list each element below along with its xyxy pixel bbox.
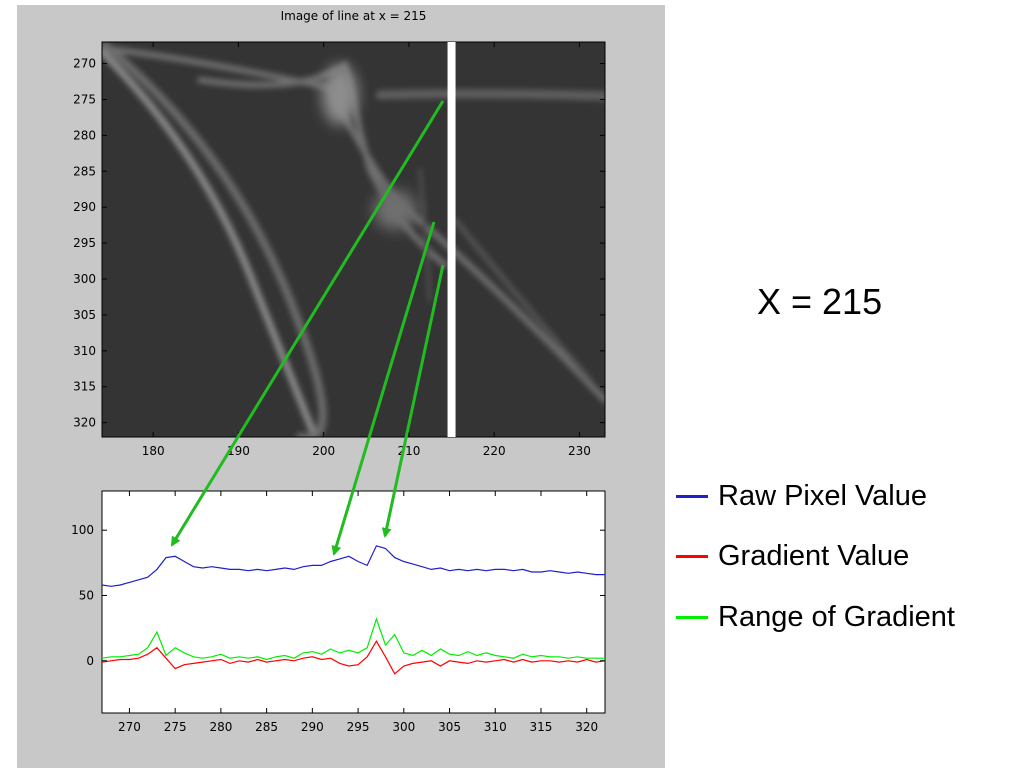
heatmap-ytick-label: 270 — [73, 57, 96, 71]
line-xtick-label: 320 — [575, 720, 598, 734]
heatmap-xtick-label: 200 — [312, 444, 335, 458]
legend-item-gradient: Gradient Value — [676, 540, 909, 572]
line-ytick-label: 100 — [71, 523, 94, 537]
line-ytick-label: 50 — [79, 588, 94, 602]
x-value-label: X = 215 — [757, 281, 883, 322]
heatmap-xtick-label: 220 — [483, 444, 506, 458]
line-xtick-label: 315 — [530, 720, 553, 734]
heatmap-ytick-label: 280 — [73, 128, 96, 142]
line-xtick-label: 310 — [484, 720, 507, 734]
line-xtick-label: 285 — [255, 720, 278, 734]
legend-label-range: Range of Gradient — [718, 600, 955, 633]
heatmap-image — [102, 42, 605, 437]
heatmap-ytick-label: 295 — [73, 236, 96, 250]
line-ytick-label: 0 — [86, 654, 94, 668]
legend-label-raw: Raw Pixel Value — [718, 479, 928, 512]
legend-swatch-range — [676, 615, 708, 619]
series-line-1 — [101, 640, 606, 675]
heatmap-xtick-label: 180 — [142, 444, 165, 458]
heatmap-ytick-label: 275 — [73, 92, 96, 106]
legend-label-gradient: Gradient Value — [718, 539, 910, 572]
heatmap-ytick-label: 290 — [73, 200, 96, 214]
line-xtick-label: 280 — [209, 720, 232, 734]
heatmap-ytick-label: 285 — [73, 164, 96, 178]
line-xtick-label: 300 — [392, 720, 415, 734]
arrow-peak-1 — [170, 100, 445, 547]
legend-item-raw: Raw Pixel Value — [676, 480, 927, 512]
heatmap-ytick-label: 300 — [73, 272, 96, 286]
legend-item-range: Range of Gradient — [676, 601, 955, 633]
heatmap-marker-line — [447, 42, 456, 437]
line-xtick-label: 290 — [301, 720, 324, 734]
arrow-peak-2 — [331, 221, 436, 556]
heatmap-ytick-label: 320 — [73, 416, 96, 430]
heatmap-title: Image of line at x = 215 — [280, 9, 427, 23]
series-line-2 — [101, 617, 605, 661]
legend-swatch-gradient — [676, 554, 708, 558]
line-xtick-label: 305 — [438, 720, 461, 734]
line-xtick-label: 270 — [118, 720, 141, 734]
arrow-peak-3 — [381, 264, 445, 538]
series-line-0 — [101, 545, 605, 587]
heatmap-ytick-label: 305 — [73, 308, 96, 322]
legend-swatch-raw — [676, 494, 708, 498]
heatmap-ytick-label: 315 — [73, 380, 96, 394]
line-xtick-label: 295 — [347, 720, 370, 734]
heatmap-ytick-label: 310 — [73, 344, 96, 358]
heatmap-xtick-label: 230 — [568, 444, 591, 458]
line-xtick-label: 275 — [164, 720, 187, 734]
